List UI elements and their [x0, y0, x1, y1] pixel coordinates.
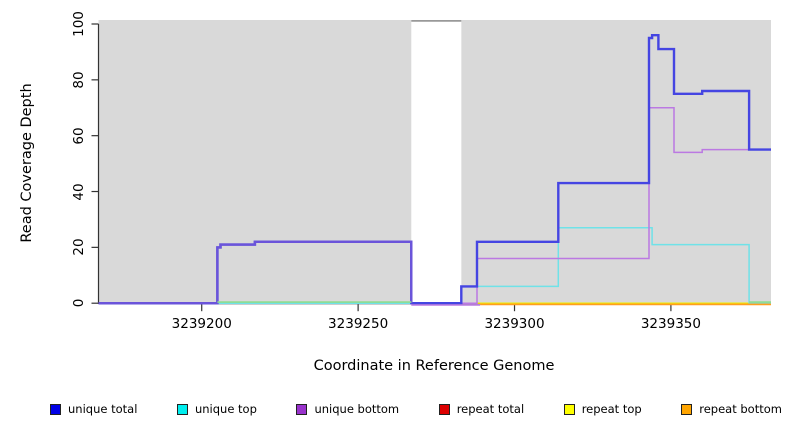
y-axis-title: Read Coverage Depth	[19, 83, 35, 243]
legend: unique total unique top unique bottom re…	[50, 399, 782, 419]
legend-label: unique total	[68, 402, 138, 416]
repeat-top-swatch-icon	[563, 403, 575, 415]
legend-item-unique-bottom: unique bottom	[296, 402, 399, 416]
legend-item-repeat-total: repeat total	[438, 402, 525, 416]
y-tick-label: 20	[71, 238, 87, 256]
panel-background-left	[98, 20, 412, 304]
y-tick-label: 80	[71, 71, 87, 89]
x-tick-label: 3239250	[328, 316, 389, 332]
y-tick-label: 60	[71, 127, 87, 145]
x-tick-label: 3239300	[484, 316, 545, 332]
panel-background-right	[461, 20, 771, 304]
repeat-bottom-swatch-icon	[681, 403, 693, 415]
x-tick-label: 3239200	[171, 316, 232, 332]
y-tick-label: 0	[71, 298, 87, 308]
unique-top-swatch-icon	[176, 403, 188, 415]
legend-item-repeat-top: repeat top	[563, 402, 642, 416]
legend-item-unique-total: unique total	[50, 402, 137, 416]
repeat-total-swatch-icon	[438, 403, 450, 415]
unique-bottom-swatch-icon	[296, 403, 308, 415]
plot-area	[91, 19, 771, 312]
x-axis-title: Coordinate in Reference Genome	[313, 358, 555, 374]
y-tick-label: 100	[71, 11, 87, 37]
y-tick-label: 40	[71, 182, 87, 201]
x-tick-label: 3239350	[640, 316, 701, 332]
legend-label: repeat total	[456, 402, 525, 416]
unique-total-swatch-icon	[50, 403, 61, 415]
legend-label: repeat bottom	[699, 402, 782, 416]
legend-label: unique top	[194, 402, 257, 416]
legend-label: repeat top	[581, 402, 642, 416]
legend-label: unique bottom	[314, 402, 400, 416]
overlap-line-unique-total-plus-bottom-overlap	[98, 240, 413, 305]
legend-item-repeat-bottom: repeat bottom	[681, 402, 782, 416]
legend-item-unique-top: unique top	[176, 402, 257, 416]
